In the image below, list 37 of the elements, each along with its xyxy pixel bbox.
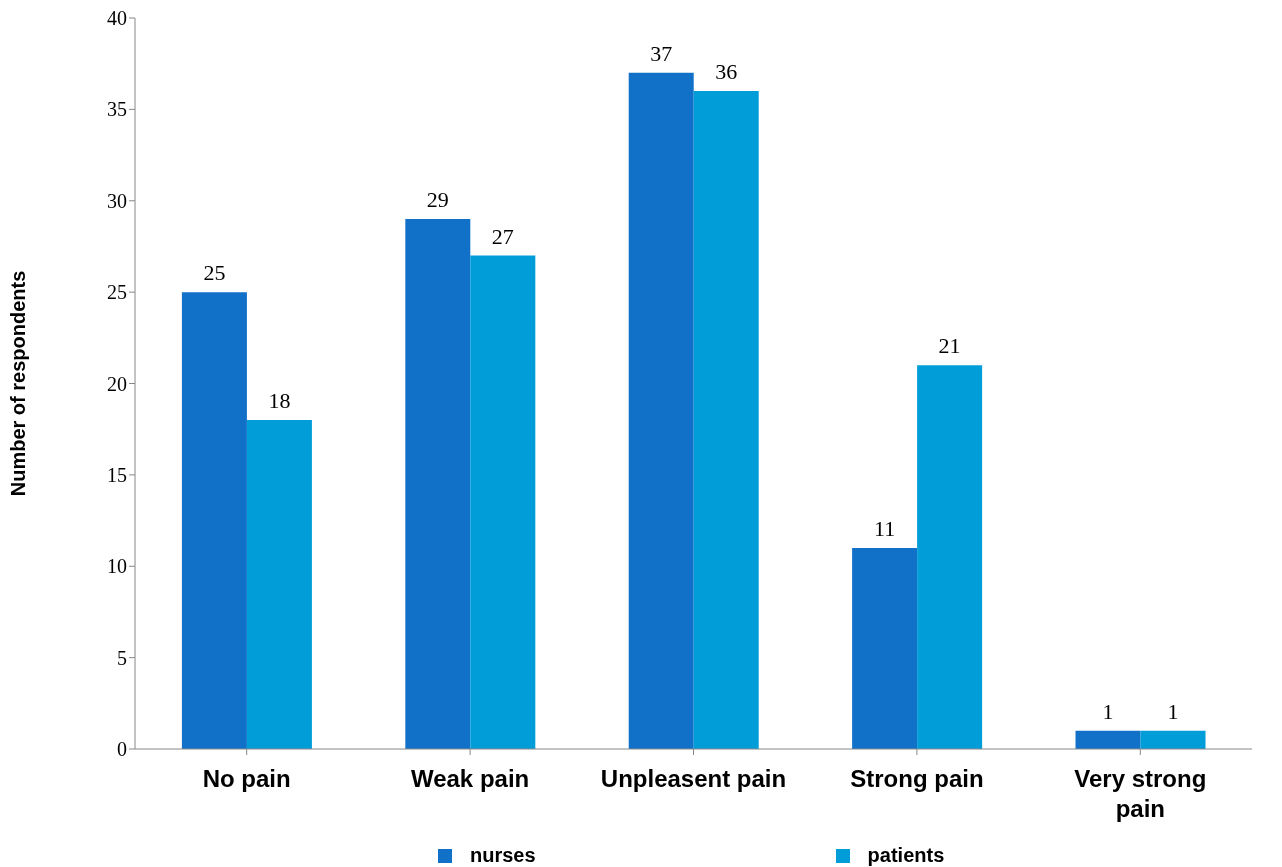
- data-label: 29: [426, 187, 449, 213]
- y-tick-label: 40: [107, 7, 127, 30]
- data-label: 11: [874, 515, 896, 541]
- x-tick-label: No pain: [202, 765, 291, 792]
- y-tick-label: 20: [107, 372, 127, 395]
- data-label: 37: [650, 40, 673, 66]
- bar: [246, 420, 312, 749]
- data-label: 27: [491, 223, 514, 249]
- bar: [181, 292, 247, 749]
- bar: [1075, 730, 1141, 749]
- x-tick-label: Very strong pain: [1074, 765, 1207, 822]
- y-tick-label: 0: [117, 738, 127, 761]
- bar: [693, 91, 759, 749]
- legend-label: patients: [867, 844, 945, 867]
- y-axis-title: Number of respondents: [7, 270, 30, 497]
- data-label: 1: [1167, 698, 1179, 724]
- bar: [470, 255, 536, 749]
- bar: [852, 547, 918, 749]
- y-tick-label: 5: [117, 646, 127, 669]
- data-label: 36: [715, 59, 738, 85]
- bar: [917, 365, 983, 749]
- y-tick-label: 25: [107, 281, 127, 304]
- y-tick-label: 15: [107, 463, 127, 486]
- data-label: 18: [268, 388, 291, 414]
- y-tick-label: 10: [107, 555, 127, 578]
- x-tick-label: Strong pain: [850, 765, 984, 792]
- data-label: 1: [1102, 698, 1114, 724]
- x-tick-label: Unpleasent pain: [600, 765, 787, 792]
- data-label: 21: [938, 333, 961, 359]
- data-label: 25: [203, 260, 226, 286]
- bar: [628, 72, 694, 749]
- y-tick-label: 30: [107, 189, 127, 212]
- bar: [405, 219, 471, 749]
- legend-label: nurses: [470, 844, 536, 867]
- bar: [1140, 730, 1206, 749]
- y-tick-label: 35: [107, 98, 127, 121]
- x-tick-label: Weak pain: [410, 765, 530, 792]
